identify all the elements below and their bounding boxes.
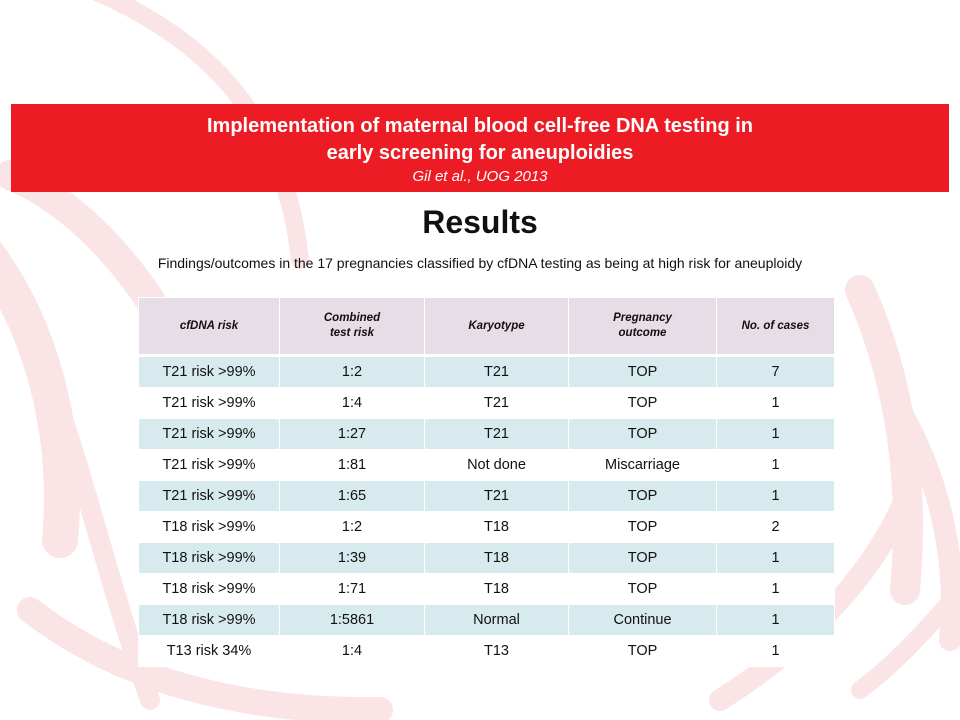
cell-karyotype: Not done: [424, 449, 569, 481]
cell-number-of-cases: 1: [716, 449, 835, 481]
cell-number-of-cases: 1: [716, 542, 835, 574]
cell-karyotype: T21: [424, 418, 569, 450]
cell-pregnancy-outcome: Continue: [568, 604, 717, 636]
cell-karyotype: T21: [424, 480, 569, 512]
table-row: T18 risk >99% 1:71 T18 TOP 1: [138, 573, 835, 605]
table-row: T21 risk >99% 1:27 T21 TOP 1: [138, 418, 835, 450]
column-header-pregnancy-outcome: Pregnancy outcome: [568, 297, 717, 357]
results-subtitle: Findings/outcomes in the 17 pregnancies …: [157, 255, 803, 271]
cell-cfdna-risk: T13 risk 34%: [138, 635, 280, 667]
cell-pregnancy-outcome: TOP: [568, 480, 717, 512]
table-row: T18 risk >99% 1:2 T18 TOP 2: [138, 511, 835, 543]
cell-pregnancy-outcome: TOP: [568, 418, 717, 450]
cell-cfdna-risk: T18 risk >99%: [138, 542, 280, 574]
table-row: T21 risk >99% 1:81 Not done Miscarriage 1: [138, 449, 835, 481]
cell-combined-test-risk: 1:2: [279, 511, 425, 543]
cell-karyotype: Normal: [424, 604, 569, 636]
results-heading: Results: [422, 204, 538, 240]
banner-title: Implementation of maternal blood cell-fr…: [11, 113, 949, 167]
cell-combined-test-risk: 1:39: [279, 542, 425, 574]
cell-pregnancy-outcome: TOP: [568, 511, 717, 543]
header-line: Pregnancy: [613, 312, 672, 324]
table-row: T21 risk >99% 1:2 T21 TOP 7: [138, 355, 835, 388]
column-header-karyotype: Karyotype: [424, 297, 569, 357]
cell-karyotype: T21: [424, 387, 569, 419]
cell-number-of-cases: 7: [716, 355, 835, 388]
title-banner: Implementation of maternal blood cell-fr…: [11, 104, 949, 192]
banner-citation: Gil et al., UOG 2013: [412, 168, 548, 185]
table-row: T18 risk >99% 1:5861 Normal Continue 1: [138, 604, 835, 636]
cell-karyotype: T18: [424, 542, 569, 574]
cell-karyotype: T18: [424, 573, 569, 605]
cell-cfdna-risk: T18 risk >99%: [138, 604, 280, 636]
cell-number-of-cases: 1: [716, 387, 835, 419]
cell-combined-test-risk: 1:27: [279, 418, 425, 450]
banner-title-line-1: Implementation of maternal blood cell-fr…: [207, 115, 753, 137]
results-table: cfDNA risk Combined test risk Karyotype …: [138, 297, 835, 667]
table-header-row: cfDNA risk Combined test risk Karyotype …: [138, 297, 835, 357]
cell-karyotype: T13: [424, 635, 569, 667]
table-row: T18 risk >99% 1:39 T18 TOP 1: [138, 542, 835, 574]
header-line: Combined: [323, 312, 381, 324]
header-line: No. of cases: [741, 319, 810, 332]
cell-combined-test-risk: 1:81: [279, 449, 425, 481]
cell-cfdna-risk: T21 risk >99%: [138, 480, 280, 512]
column-header-combined-test-risk: Combined test risk: [279, 297, 425, 357]
cell-pregnancy-outcome: TOP: [568, 635, 717, 667]
cell-number-of-cases: 1: [716, 635, 835, 667]
cell-cfdna-risk: T21 risk >99%: [138, 418, 280, 450]
cell-pregnancy-outcome: TOP: [568, 542, 717, 574]
cell-cfdna-risk: T21 risk >99%: [138, 387, 280, 419]
cell-cfdna-risk: T18 risk >99%: [138, 511, 280, 543]
cell-combined-test-risk: 1:4: [279, 387, 425, 419]
column-header-number-of-cases: No. of cases: [716, 297, 835, 357]
cell-cfdna-risk: T18 risk >99%: [138, 573, 280, 605]
cell-karyotype: T18: [424, 511, 569, 543]
header-line: test risk: [329, 327, 375, 339]
cell-combined-test-risk: 1:71: [279, 573, 425, 605]
cell-number-of-cases: 1: [716, 480, 835, 512]
table-row: T21 risk >99% 1:65 T21 TOP 1: [138, 480, 835, 512]
header-line: outcome: [618, 327, 667, 339]
banner-title-line-2: early screening for aneuploidies: [326, 142, 634, 164]
table-row: T13 risk 34% 1:4 T13 TOP 1: [138, 635, 835, 667]
cell-number-of-cases: 1: [716, 604, 835, 636]
cell-karyotype: T21: [424, 355, 569, 388]
cell-cfdna-risk: T21 risk >99%: [138, 449, 280, 481]
table-body: T21 risk >99% 1:2 T21 TOP 7 T21 risk >99% 1:4 T…: [138, 355, 835, 667]
header-line: Karyotype: [468, 319, 525, 332]
column-header-cfdna-risk: cfDNA risk: [138, 297, 280, 357]
cell-combined-test-risk: 1:2: [279, 355, 425, 388]
cell-number-of-cases: 2: [716, 511, 835, 543]
cell-cfdna-risk: T21 risk >99%: [138, 355, 280, 388]
cell-number-of-cases: 1: [716, 573, 835, 605]
cell-combined-test-risk: 1:65: [279, 480, 425, 512]
header-line: cfDNA risk: [179, 319, 239, 332]
table-row: T21 risk >99% 1:4 T21 TOP 1: [138, 387, 835, 419]
cell-pregnancy-outcome: Miscarriage: [568, 449, 717, 481]
cell-pregnancy-outcome: TOP: [568, 387, 717, 419]
cell-combined-test-risk: 1:4: [279, 635, 425, 667]
cell-number-of-cases: 1: [716, 418, 835, 450]
cell-pregnancy-outcome: TOP: [568, 355, 717, 388]
cell-pregnancy-outcome: TOP: [568, 573, 717, 605]
cell-combined-test-risk: 1:5861: [279, 604, 425, 636]
